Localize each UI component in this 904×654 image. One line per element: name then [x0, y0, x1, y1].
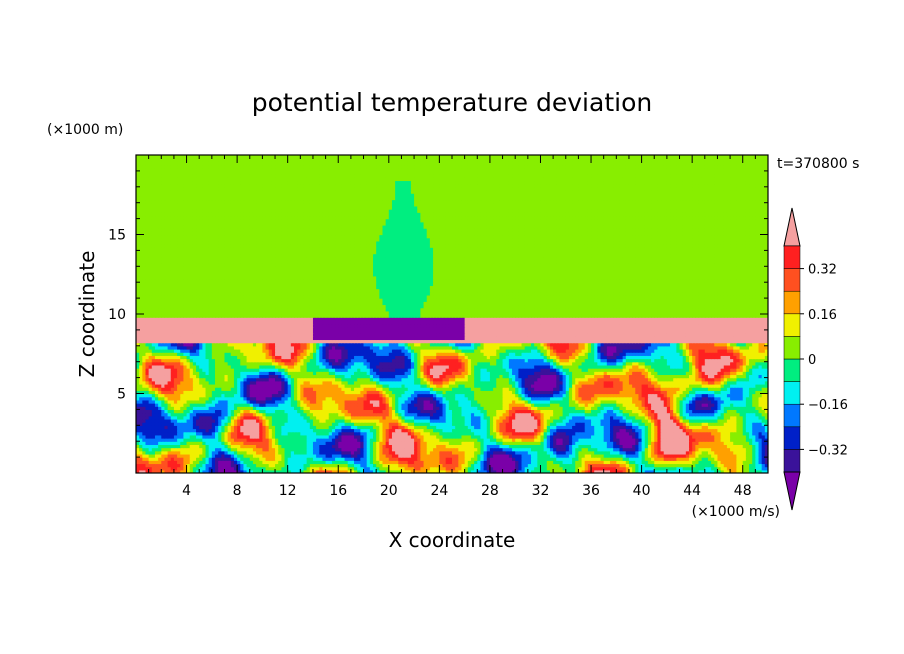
- chart: potential temperature deviation (×1000 m…: [0, 0, 904, 654]
- y-unit-label: (×1000 m): [47, 122, 123, 138]
- contour-field: [136, 155, 769, 474]
- chart-title: potential temperature deviation: [252, 88, 652, 117]
- time-label: t=370800 s: [777, 156, 859, 172]
